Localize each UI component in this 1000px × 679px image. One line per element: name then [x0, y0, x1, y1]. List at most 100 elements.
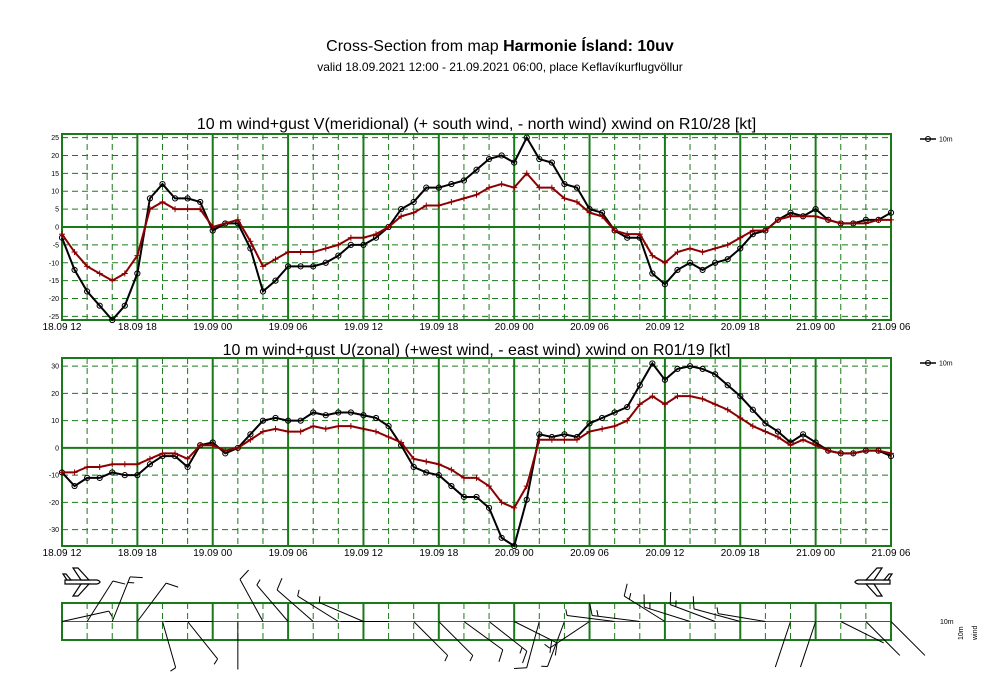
data-point: [674, 365, 681, 372]
data-point: [109, 461, 116, 468]
x-tick-label: 18.09 18: [118, 548, 157, 559]
data-point: [297, 428, 304, 435]
data-point: [636, 231, 643, 238]
x-tick-label: 21.09 06: [872, 322, 911, 333]
wind-barb-feather: [469, 655, 474, 662]
y-tick-label: 0: [55, 445, 59, 452]
data-point: [222, 447, 229, 454]
data-point: [862, 220, 869, 227]
x-tick-label: 19.09 00: [193, 548, 232, 559]
airplane-wing-bottom: [71, 583, 91, 597]
data-point: [875, 216, 882, 223]
data-point: [523, 134, 530, 141]
data-point: [96, 474, 103, 481]
data-point: [134, 472, 141, 479]
wind-barb-feather: [514, 667, 527, 670]
main-title: Cross-Section from map Harmonie Ísland: …: [0, 38, 1000, 56]
data-point: [586, 209, 593, 216]
data-point: [661, 259, 668, 266]
data-point: [360, 234, 367, 241]
data-point: [121, 270, 128, 277]
wind-barb: [136, 582, 167, 622]
data-point: [297, 263, 304, 270]
data-point: [84, 263, 91, 270]
data-point: [812, 206, 819, 213]
data-point: [460, 195, 467, 202]
data-point: [762, 428, 769, 435]
x-tick-label: 20.09 18: [721, 322, 760, 333]
data-point: [586, 420, 593, 427]
data-point: [448, 198, 455, 205]
data-point: [837, 220, 844, 227]
wind-barb: [187, 621, 218, 660]
series-line: [61, 361, 892, 548]
x-tick-label: 20.09 00: [495, 548, 534, 559]
data-point: [347, 241, 354, 248]
data-point: [611, 227, 618, 234]
data-point: [310, 423, 317, 430]
wind-barb: [566, 615, 615, 622]
wind-barb: [526, 621, 540, 668]
wind-barb: [799, 621, 817, 668]
airplane-tail: [61, 573, 73, 581]
y-tick-label: 15: [51, 171, 59, 178]
wind-barb: [61, 610, 109, 622]
data-point: [373, 428, 380, 435]
data-point: [511, 159, 518, 166]
data-point: [624, 231, 631, 238]
data-point: [59, 231, 65, 238]
data-point: [536, 155, 543, 163]
data-point: [423, 469, 430, 476]
data-point: [435, 461, 442, 468]
data-point: [435, 472, 442, 479]
data-point: [197, 442, 204, 449]
x-tick-label: 20.09 12: [645, 548, 684, 559]
y-tick-label: -10: [49, 260, 59, 267]
wind-barb: [413, 621, 448, 656]
wind-barb: [670, 604, 716, 622]
data-point: [674, 393, 681, 400]
data-point: [234, 216, 241, 223]
wind-barb-feather: [522, 650, 528, 664]
y-tick-label: 20: [51, 153, 59, 160]
data-point: [285, 428, 292, 435]
panel-title: 10 m wind+gust U(zonal) (+west wind, - e…: [223, 342, 731, 359]
data-point: [875, 447, 882, 454]
y-tick-label: -15: [49, 278, 59, 285]
wind-barb-feather: [716, 607, 719, 614]
data-point: [322, 259, 329, 266]
airplane-icon: [61, 567, 101, 597]
airplane-tail: [882, 573, 894, 581]
data-point: [724, 382, 731, 389]
y-tick-label: -30: [49, 527, 59, 534]
wind-barb: [693, 608, 741, 622]
data-point: [498, 181, 505, 188]
data-point: [686, 363, 694, 370]
data-point: [486, 483, 493, 490]
data-point: [159, 198, 166, 205]
wind-barb: [463, 621, 504, 651]
wind-barb-feather: [544, 643, 550, 649]
data-point: [347, 423, 354, 430]
data-point: [649, 393, 656, 400]
data-point: [862, 447, 869, 454]
data-point: [335, 423, 342, 430]
data-point: [184, 455, 191, 462]
data-point: [84, 474, 91, 481]
wind-barb-feather: [170, 667, 176, 672]
wind-barb: [840, 621, 884, 644]
data-point: [297, 249, 304, 256]
wind-barb-feather: [256, 579, 261, 586]
x-tick-label: 20.09 06: [570, 548, 609, 559]
data-point: [448, 482, 455, 490]
y-tick-label: -5: [53, 242, 59, 249]
data-point: [724, 406, 731, 413]
data-point: [787, 213, 794, 220]
wind-barb-feather: [596, 609, 599, 617]
data-point: [573, 198, 580, 205]
data-point: [498, 152, 505, 159]
wind-barb-feather: [692, 596, 695, 609]
x-tick-label: 19.09 06: [269, 548, 308, 559]
airplane-wing-top: [71, 567, 91, 581]
data-point: [398, 439, 405, 446]
